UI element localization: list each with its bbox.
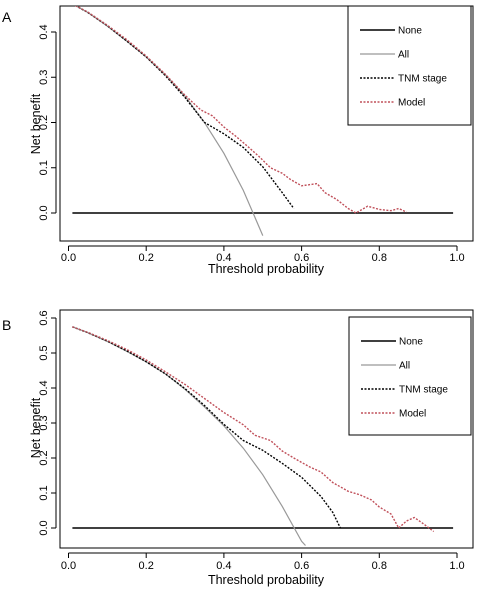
panel-a-y-tick-label: 0.4 [38, 24, 50, 39]
panel-b-series-group [72, 326, 454, 546]
panel-b-legend-box [348, 316, 472, 436]
panel-a-x-tick-label: 0.8 [372, 252, 387, 264]
panel-a-series-tnm-stage-line [74, 6, 295, 209]
panel-b-series-all-line [72, 326, 306, 546]
panel-b-x-tick-label: 1.0 [449, 560, 464, 572]
panel-a-letter: A [2, 9, 12, 25]
panel-a-y-tick-label: 0.0 [38, 205, 50, 220]
panel-b-x-axis-label: Threshold probability [208, 573, 325, 587]
panel-b-y-axis: 0.0 0.1 0.2 0.3 0.4 0.5 0.6 [38, 310, 57, 536]
panel-b-y-axis-label: Net benefit [29, 397, 43, 458]
panel-b-legend-label: TNM stage [399, 385, 448, 396]
panel-b-y-tick-label: 0.1 [38, 485, 50, 500]
panel-b-y-tick-label: 0.0 [38, 520, 50, 535]
panel-a-legend-label: None [398, 26, 422, 37]
panel-b-y-tick-label: 0.2 [38, 450, 50, 465]
panel-a-legend-label: All [398, 50, 409, 61]
panel-b-x-tick-label: 0.6 [294, 560, 309, 572]
panel-a-legend: None All TNM stage Model [347, 5, 472, 126]
panel-b-y-tick-label: 0.3 [38, 415, 50, 430]
panel-b-y-tick-label: 0.4 [38, 380, 50, 395]
panel-a-series-group [72, 6, 454, 236]
panel-b-y-tick-label: 0.6 [38, 310, 50, 325]
panel-b-y-tick-label: 0.5 [38, 345, 50, 360]
panel-a-series-model-line [74, 6, 407, 214]
panel-a-x-tick-label: 1.0 [449, 252, 464, 264]
panel-b-letter: B [2, 317, 11, 333]
panel-a-plot-frame [59, 5, 474, 242]
panel-a-legend-box [347, 5, 472, 126]
panel-a-x-axis-label: Threshold probability [208, 262, 325, 276]
panel-a-x-tick-label: 0.4 [216, 252, 231, 264]
panel-b-x-tick-label: 0.4 [216, 560, 231, 572]
panel-a-y-tick-label: 0.3 [38, 70, 50, 85]
panel-a-legend-label: Model [398, 98, 425, 109]
panel-b-legend: None All TNM stage Model [348, 316, 472, 436]
panel-b-legend-label: Model [399, 409, 426, 420]
panel-a-series-all-line [74, 6, 264, 236]
panel-a-y-tick-label: 0.1 [38, 160, 50, 175]
panel-a-x-tick-label: 0.0 [61, 252, 76, 264]
panel-b: B 0.0 0.2 0.4 0.6 0.8 1.0 0.00.10.20.30.40.50… [2, 309, 474, 587]
panel-a-y-tick-label: 0.2 [38, 115, 50, 130]
panel-b-legend-label: None [399, 337, 423, 348]
panel-b-x-tick-label: 0.0 [61, 560, 76, 572]
panel-b-series-model-line [72, 326, 435, 533]
panel-b-plot-frame [59, 309, 474, 549]
panel-b-x-tick-label: 0.2 [139, 560, 154, 572]
panel-b-legend-label: All [399, 361, 410, 372]
panel-a-y-axis: 0.0 0.1 0.2 0.3 0.4 [38, 24, 57, 221]
panel-a-x-axis: 0.0 0.2 0.4 0.6 0.8 1.0 [61, 245, 465, 264]
panel-b-x-axis: 0.0 0.2 0.4 0.6 0.8 1.0 [61, 552, 465, 572]
panel-a-x-tick-label: 0.2 [139, 252, 154, 264]
panel-b-series-tnm-stage-line [72, 326, 342, 529]
panel-a-y-axis-label: Net benefit [29, 93, 43, 154]
panel-a-legend-label: TNM stage [398, 74, 447, 85]
panel-a-x-tick-label: 0.6 [294, 252, 309, 264]
panel-b-x-tick-label: 0.8 [372, 560, 387, 572]
panel-a: A 0.0 0.2 0.4 0.6 0.8 1.0 0.0 0.1 0.2 0.3 0.4 Thr… [2, 5, 474, 276]
